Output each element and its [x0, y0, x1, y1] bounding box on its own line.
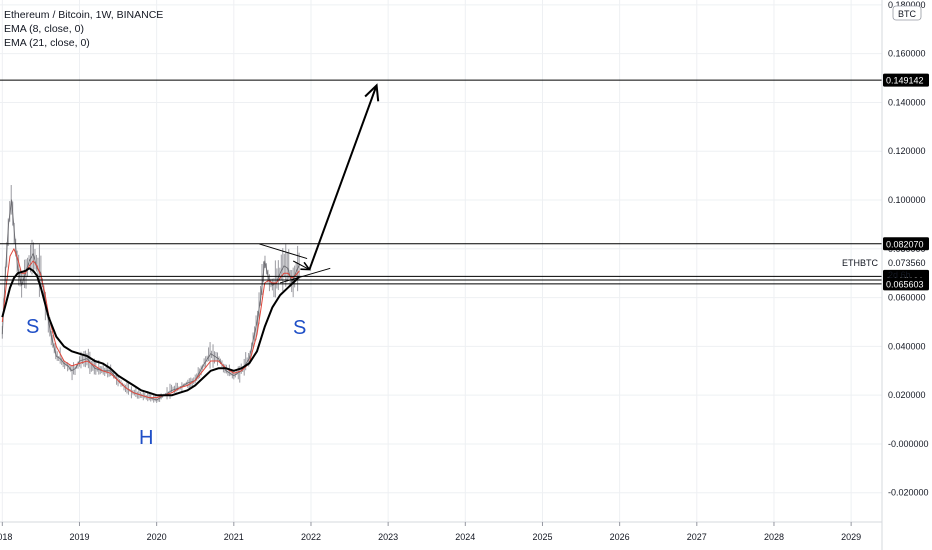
y-tick-label: -0.020000 [888, 488, 929, 498]
price-candles [1, 185, 300, 403]
price-line-label-box [883, 277, 929, 291]
trendline [279, 267, 331, 284]
left-shoulder-label: S [26, 316, 39, 338]
x-tick-label: 2028 [764, 532, 784, 542]
price-close-line [1, 199, 300, 401]
x-tick-label: 2022 [301, 532, 321, 542]
symbol-title: Ethereum / Bitcoin, 1W, BINANCE [4, 9, 164, 21]
ema-8-legend: EMA (8, close, 0) [4, 23, 84, 35]
ema-21-legend: EMA (21, close, 0) [4, 37, 90, 49]
head-label: H [139, 427, 153, 449]
right-shoulder-label: S [293, 317, 306, 339]
horizontal-price-lines [0, 79, 882, 285]
x-tick-label: 2020 [147, 532, 167, 542]
ema-8-line [1, 248, 300, 399]
countdown-label: 2d 6h [888, 270, 911, 280]
forecast-arrowhead [364, 83, 380, 102]
series-lines [1, 199, 301, 401]
trendlines [259, 85, 378, 284]
x-tick-label: 2023 [378, 532, 398, 542]
price-line-label-box [883, 73, 929, 87]
price-line-label: 0.149142 [886, 76, 924, 86]
x-tick-label: 2024 [455, 532, 475, 542]
y-tick-label: 0.180000 [888, 0, 926, 10]
time-axis[interactable]: 2018 2019 2020 2021 2022 2023 2024 2025 2026 2027… [0, 522, 861, 542]
price-line-label: 0.065603 [886, 279, 924, 289]
y-tick-label: 0.140000 [888, 97, 926, 107]
grid [0, 0, 882, 522]
x-tick-label: 2025 [532, 532, 552, 542]
price-axis[interactable]: 0.180000 0.160000 0.140000 0.120000 0.100000… [888, 0, 929, 498]
symbol-label: ETHBTC [842, 258, 879, 268]
x-tick-label: 2021 [224, 532, 244, 542]
trendline [308, 85, 378, 270]
x-tick-label: 2029 [841, 532, 861, 542]
currency-badge: BTC [898, 9, 917, 19]
price-line-label-box [883, 237, 929, 251]
y-tick-label: -0.000000 [888, 439, 929, 449]
x-tick-label: 2019 [69, 532, 89, 542]
retest-arrowhead [300, 261, 312, 271]
trendline [259, 243, 308, 260]
x-tick-label: 2018 [0, 532, 12, 542]
ema-21-line [1, 267, 301, 397]
trendline [292, 260, 310, 270]
y-tick-label: 0.120000 [888, 146, 926, 156]
y-tick-label: 0.160000 [888, 49, 926, 59]
chart-legend[interactable]: Ethereum / Bitcoin, 1W, BINANCE EMA (8, … [4, 8, 163, 50]
y-tick-label: 0.040000 [888, 341, 926, 351]
y-tick-label: 0.020000 [888, 390, 926, 400]
x-tick-label: 2026 [610, 532, 630, 542]
y-tick-label: 0.100000 [888, 195, 926, 205]
symbol-price: 0.073560 [888, 258, 926, 268]
y-tick-label: 0.060000 [888, 293, 926, 303]
price-line-label: 0.082070 [886, 239, 924, 249]
x-tick-label: 2027 [687, 532, 707, 542]
currency-badge-box [892, 5, 922, 21]
